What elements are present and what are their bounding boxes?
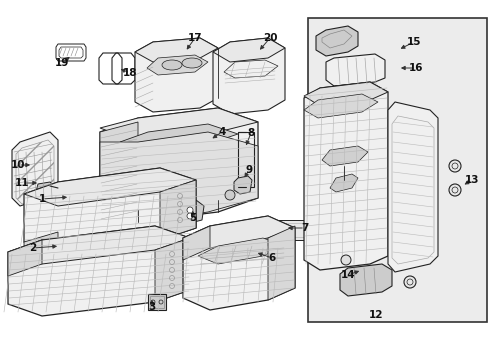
Circle shape — [448, 160, 460, 172]
Text: 12: 12 — [368, 310, 383, 320]
Polygon shape — [213, 38, 285, 62]
Polygon shape — [135, 38, 218, 62]
Text: 2: 2 — [29, 243, 37, 253]
Polygon shape — [183, 216, 294, 248]
Polygon shape — [315, 26, 357, 56]
Text: 19: 19 — [55, 58, 69, 68]
Bar — [264, 220, 312, 240]
Text: 9: 9 — [245, 165, 252, 175]
Ellipse shape — [162, 60, 182, 70]
Text: 15: 15 — [406, 37, 420, 47]
Polygon shape — [58, 185, 62, 191]
Circle shape — [340, 255, 350, 265]
Circle shape — [403, 276, 415, 288]
Polygon shape — [135, 38, 218, 112]
Polygon shape — [160, 180, 196, 240]
Polygon shape — [267, 226, 294, 300]
Polygon shape — [213, 38, 285, 114]
Bar — [307, 18, 486, 322]
Polygon shape — [198, 238, 285, 264]
Circle shape — [448, 184, 460, 196]
Polygon shape — [155, 238, 190, 302]
Text: 13: 13 — [464, 175, 478, 185]
Polygon shape — [339, 264, 391, 296]
Text: 18: 18 — [122, 68, 137, 78]
Text: 16: 16 — [408, 63, 423, 73]
Polygon shape — [36, 182, 54, 196]
Text: 11: 11 — [15, 178, 29, 188]
Polygon shape — [183, 226, 209, 260]
Polygon shape — [120, 124, 238, 152]
Bar — [148, 294, 165, 310]
Polygon shape — [8, 226, 190, 264]
Polygon shape — [321, 146, 367, 166]
Polygon shape — [8, 240, 42, 276]
Polygon shape — [304, 94, 377, 118]
Polygon shape — [100, 108, 258, 142]
Ellipse shape — [182, 58, 202, 68]
Polygon shape — [329, 174, 357, 192]
Polygon shape — [12, 132, 58, 206]
Polygon shape — [304, 82, 387, 106]
Polygon shape — [234, 176, 251, 194]
Polygon shape — [24, 168, 196, 206]
Text: 1: 1 — [38, 194, 45, 204]
Polygon shape — [325, 54, 384, 86]
Text: 6: 6 — [268, 253, 275, 263]
Polygon shape — [147, 55, 207, 75]
Polygon shape — [100, 122, 138, 232]
Text: 4: 4 — [218, 127, 225, 137]
Text: 3: 3 — [148, 302, 155, 312]
Polygon shape — [178, 200, 203, 224]
Polygon shape — [24, 232, 58, 264]
Polygon shape — [100, 108, 258, 222]
Polygon shape — [24, 168, 196, 254]
Bar — [238, 132, 253, 187]
Polygon shape — [387, 102, 437, 272]
Polygon shape — [160, 216, 196, 240]
Polygon shape — [304, 82, 387, 270]
Text: 5: 5 — [189, 213, 196, 223]
Polygon shape — [183, 216, 294, 310]
Circle shape — [186, 207, 193, 213]
Text: 8: 8 — [247, 128, 254, 138]
Text: 20: 20 — [262, 33, 277, 43]
Text: 10: 10 — [11, 160, 25, 170]
Polygon shape — [100, 132, 258, 222]
Circle shape — [186, 213, 193, 219]
Text: 17: 17 — [187, 33, 202, 43]
Polygon shape — [8, 226, 190, 316]
Text: 7: 7 — [301, 223, 308, 233]
Bar — [150, 296, 163, 308]
Bar — [267, 223, 309, 237]
Text: 14: 14 — [340, 270, 355, 280]
Circle shape — [224, 190, 235, 200]
